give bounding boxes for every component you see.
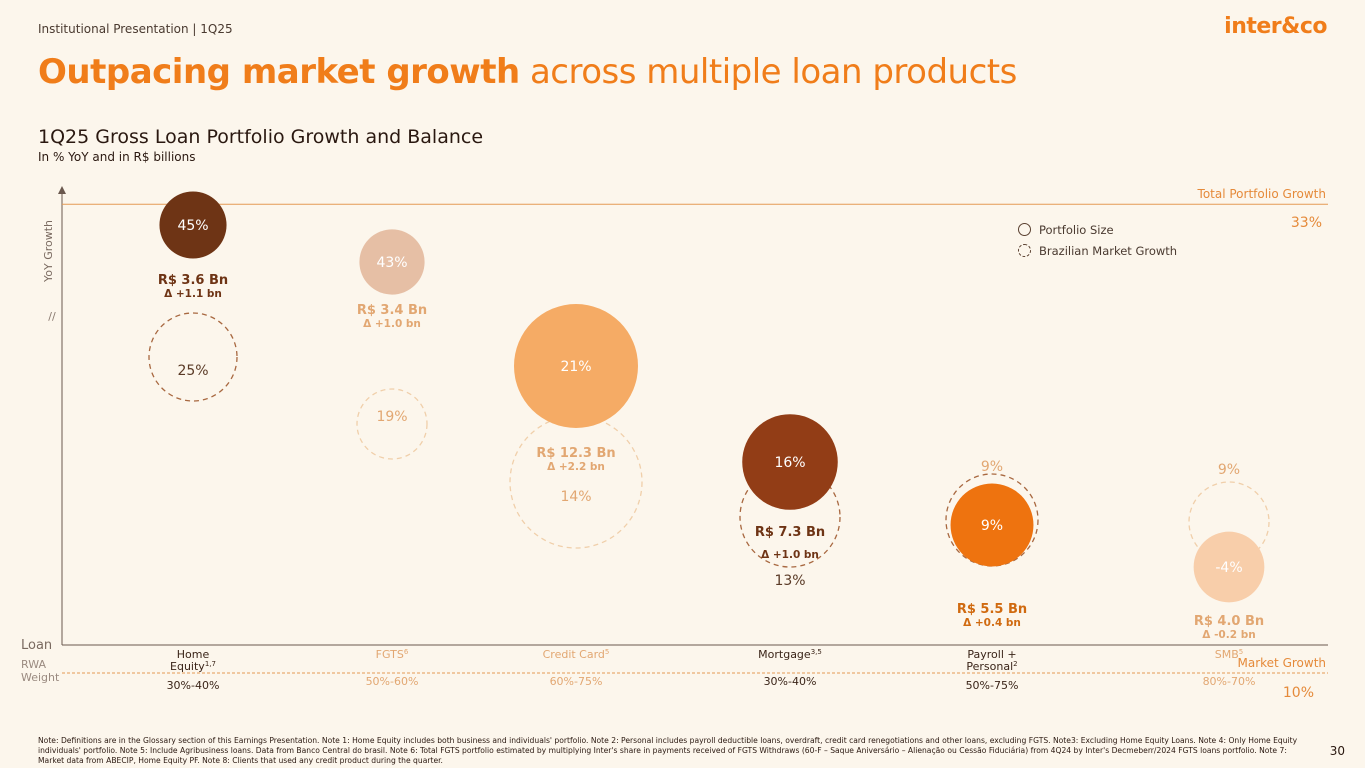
payroll-personal-category-label: Payroll +	[967, 648, 1016, 661]
payroll-personal-footnote-ref: 2	[1013, 660, 1017, 668]
mortgage-market-label: 13%	[774, 573, 805, 589]
fgts-balance-label: R$ 3.4 Bn	[357, 303, 427, 318]
fgts-footnote-ref: 6	[404, 648, 409, 656]
market-growth-label: Market Growth	[1238, 656, 1327, 670]
credit-card-bubble	[514, 304, 638, 428]
payroll-personal-rwa-label: 50%-75%	[966, 679, 1019, 692]
credit-card-rwa-label: 60%-75%	[550, 675, 603, 688]
smb-bubble	[1193, 531, 1265, 603]
total-growth-value: 33%	[1291, 215, 1322, 231]
home-equity-bubble	[159, 191, 227, 259]
fgts-category-label: FGTS6	[376, 648, 409, 661]
page-number: 30	[1329, 744, 1345, 758]
fgts-growth-label: 43%	[376, 255, 407, 271]
credit-card-balance-label: R$ 12.3 Bn	[536, 446, 615, 461]
smb-market-label: 9%	[1218, 462, 1240, 478]
smb-market-bubble	[1188, 481, 1270, 563]
legend-item-market-growth: Brazilian Market Growth	[1018, 240, 1177, 261]
page-title: Outpacing market growth across multiple …	[38, 52, 1017, 92]
market-growth-value: 10%	[1283, 685, 1314, 701]
credit-card-category-label: Credit Card5	[543, 648, 610, 661]
mortgage-rwa-label: 30%-40%	[764, 675, 817, 688]
page-title-regular: across multiple loan products	[519, 52, 1017, 92]
legend-label-portfolio-size: Portfolio Size	[1039, 222, 1114, 237]
rwa-label-weight: Weight	[21, 671, 60, 684]
home-equity-rwa-label: 30%-40%	[167, 679, 220, 692]
chart-title: 1Q25 Gross Loan Portfolio Growth and Bal…	[38, 126, 484, 148]
rwa-label: RWA	[21, 658, 46, 671]
fgts-market-bubble	[356, 388, 428, 460]
home-equity-category-label: Home	[177, 648, 210, 661]
chart-legend: Portfolio Size Brazilian Market Growth	[1018, 219, 1177, 261]
fgts-market-label: 19%	[376, 409, 407, 425]
credit-card-growth-label: 21%	[560, 359, 591, 375]
chart-subtitle: In % YoY and in R$ billions	[38, 150, 196, 164]
home-equity-market-label: 25%	[177, 363, 208, 379]
x-axis-label: Loan	[21, 638, 52, 653]
dashed-circle-icon	[1018, 244, 1031, 257]
smb-rwa-label: 80%-70%	[1203, 675, 1256, 688]
fgts-bubble	[359, 229, 425, 295]
footnotes: Note: Definitions are in the Glossary se…	[38, 736, 1298, 765]
y-axis-arrow-icon	[58, 186, 66, 194]
mortgage-growth-label: 16%	[774, 455, 805, 471]
credit-card-market-label: 14%	[560, 489, 591, 505]
axis-break-icon: //	[48, 310, 56, 323]
legend-label-market-growth: Brazilian Market Growth	[1039, 243, 1178, 258]
credit-card-market-bubble	[509, 415, 643, 549]
home-equity-market-bubble	[148, 312, 238, 402]
fgts-rwa-label: 50%-60%	[366, 675, 419, 688]
payroll-personal-growth-label: 9%	[981, 518, 1003, 534]
payroll-personal-category-label-2: Personal2	[966, 660, 1017, 673]
inter-logo: inter&co	[1224, 14, 1327, 39]
payroll-personal-bubble	[950, 483, 1034, 567]
payroll-personal-delta-label: Δ +0.4 bn	[963, 617, 1021, 629]
mortgage-footnote-ref: 3,5	[811, 648, 822, 656]
payroll-personal-balance-label: R$ 5.5 Bn	[957, 602, 1027, 617]
legend-item-portfolio-size: Portfolio Size	[1018, 219, 1177, 240]
fgts-delta-label: Δ +1.0 bn	[363, 318, 421, 330]
solid-circle-icon	[1018, 223, 1031, 236]
home-equity-delta-label: Δ +1.1 bn	[164, 288, 222, 300]
home-equity-balance-label: R$ 3.6 Bn	[158, 273, 228, 288]
credit-card-delta-label: Δ +2.2 bn	[547, 461, 605, 473]
mortgage-balance-label: R$ 7.3 Bn	[755, 525, 825, 540]
smb-footnote-ref: 5	[1239, 648, 1243, 656]
page-title-bold: Outpacing market growth	[38, 52, 520, 92]
home-equity-growth-label: 45%	[177, 218, 208, 234]
y-axis-label: YoY Growth	[42, 220, 55, 283]
total-growth-label: Total Portfolio Growth	[1197, 187, 1326, 201]
smb-delta-label: Δ -0.2 bn	[1202, 629, 1255, 641]
mortgage-delta-label: Δ +1.0 bn	[761, 549, 819, 561]
home-equity-footnote-ref: 1,7	[205, 660, 216, 668]
mortgage-bubble	[742, 414, 838, 510]
home-equity-category-label-2: Equity1,7	[170, 660, 216, 673]
smb-balance-label: R$ 4.0 Bn	[1194, 614, 1264, 629]
header-section-label: Institutional Presentation | 1Q25	[38, 22, 233, 36]
mortgage-category-label: Mortgage3,5	[758, 648, 822, 661]
payroll-personal-market-label: 9%	[981, 459, 1003, 475]
smb-growth-label: -4%	[1215, 560, 1242, 576]
smb-category-label: SMB5	[1215, 648, 1244, 661]
credit-card-footnote-ref: 5	[605, 648, 609, 656]
